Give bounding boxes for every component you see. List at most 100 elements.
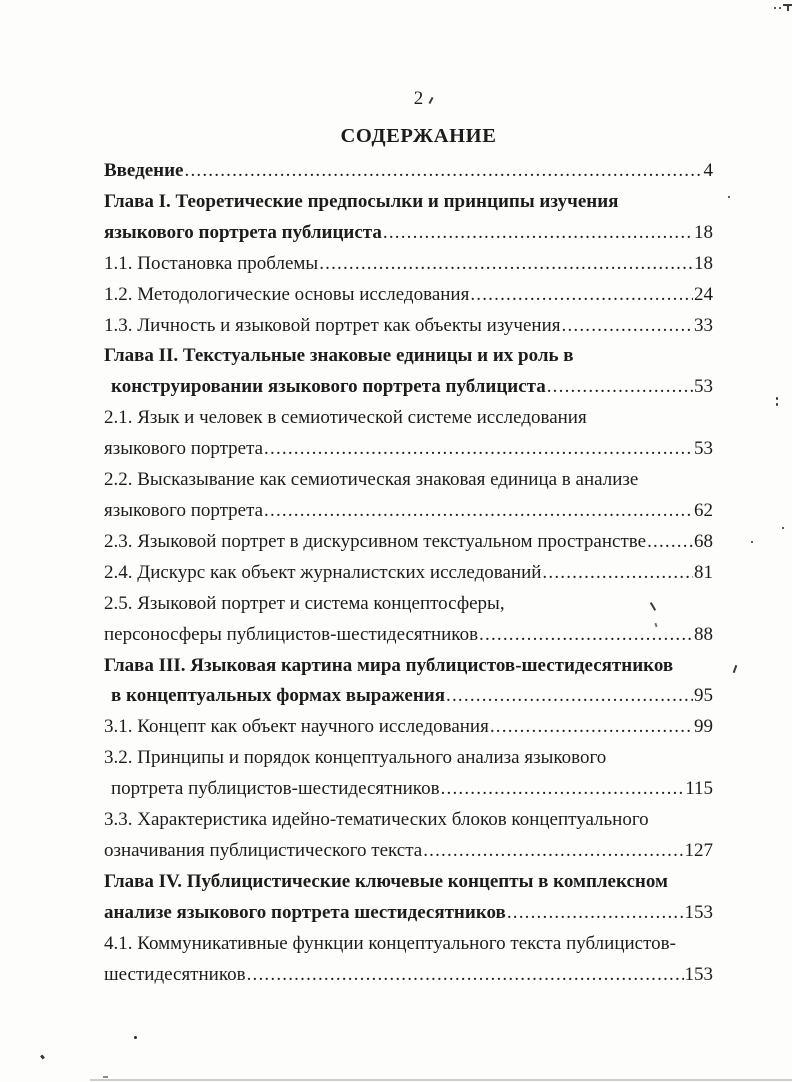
toc-entry-label: языкового портрета публициста bbox=[104, 221, 382, 243]
toc-entry-label: персоносферы публицистов-шестидесятников bbox=[104, 623, 479, 645]
scan-mark bbox=[40, 1054, 45, 1060]
scan-speck bbox=[776, 403, 778, 406]
toc-entry-label: Глава II. Текстуальные знаковые единицы … bbox=[104, 345, 574, 367]
toc-entry: Глава I. Теоретические предпосылки и при… bbox=[104, 187, 713, 218]
toc-leader-dots: ........................................… bbox=[382, 221, 693, 243]
toc-entry: 2.2. Высказывание как семиотическая знак… bbox=[104, 465, 713, 496]
toc-entry: персоносферы публицистов-шестидесятников… bbox=[104, 620, 713, 651]
toc-page-number: 62 bbox=[694, 499, 713, 521]
toc-entry-label: 2.2. Высказывание как семиотическая знак… bbox=[104, 469, 639, 491]
toc-entry-label: Глава I. Теоретические предпосылки и при… bbox=[104, 190, 619, 212]
toc-leader-dots: ........................................… bbox=[440, 778, 685, 800]
toc-leader-dots: ........................................… bbox=[246, 963, 684, 985]
toc-entry: 2.1. Язык и человек в семиотической сист… bbox=[104, 403, 713, 434]
toc-page-number: 53 bbox=[694, 376, 713, 398]
toc-entry: языкового портрета публициста ..........… bbox=[104, 218, 713, 249]
toc-entry: 4.1. Коммуникативные функции концептуаль… bbox=[104, 929, 713, 960]
toc-leader-dots: ........................................… bbox=[264, 438, 693, 460]
toc-entry-label: 1.1. Постановка проблемы bbox=[104, 252, 319, 274]
toc-entry-label: 2.5. Языковой портрет и система концепто… bbox=[104, 592, 505, 614]
toc-entry-label: Глава III. Языковая картина мира публици… bbox=[104, 654, 674, 676]
toc-entry: Введение ...............................… bbox=[104, 156, 713, 187]
scan-speck bbox=[134, 1036, 137, 1039]
toc-page-number: 153 bbox=[684, 901, 714, 923]
toc-entry: портрета публицистов-шестидесятников ...… bbox=[104, 774, 713, 805]
toc-entry: в концептуальных формах выражения ......… bbox=[104, 681, 713, 712]
toc-entry-label: Введение bbox=[104, 160, 184, 181]
toc-page-number: 81 bbox=[694, 561, 713, 583]
toc-page-number: 18 bbox=[694, 221, 713, 243]
toc-entry: 1.2. Методологические основы исследовани… bbox=[104, 280, 713, 311]
scan-speck bbox=[774, 7, 776, 9]
toc-list: Введение ...............................… bbox=[104, 156, 713, 990]
toc-page-number: 33 bbox=[694, 314, 713, 336]
toc-entry-label: шестидесятников bbox=[104, 963, 246, 985]
toc-entry-label: 1.2. Методологические основы исследовани… bbox=[104, 283, 470, 305]
toc-entry-label: портрета публицистов-шестидесятников bbox=[111, 778, 440, 800]
toc-leader-dots: ........................................… bbox=[489, 716, 693, 738]
toc-entry: 2.3. Языковой портрет в дискурсивном тек… bbox=[104, 527, 713, 558]
toc-entry-label: означивания публицистического текста bbox=[104, 839, 423, 861]
toc-entry: конструировании языкового портрета публи… bbox=[104, 372, 713, 403]
toc-entry: 2.5. Языковой портрет и система концепто… bbox=[104, 589, 713, 620]
toc-entry-label: конструировании языкового портрета публи… bbox=[111, 376, 546, 398]
toc-entry: 1.3. Личность и языковой портрет как объ… bbox=[104, 311, 713, 342]
scan-mark bbox=[787, 4, 789, 11]
toc-leader-dots: ........................................… bbox=[542, 561, 693, 583]
toc-entry: Глава II. Текстуальные знаковые единицы … bbox=[104, 341, 713, 372]
toc-leader-dots: ........................................… bbox=[470, 283, 693, 305]
toc-page-number: 24 bbox=[694, 283, 713, 305]
toc-page-number: 88 bbox=[694, 623, 713, 645]
toc-entry-label: 1.3. Личность и языковой портрет как объ… bbox=[104, 314, 561, 336]
toc-entry-label: 2.4. Дискурс как объект журналистских ис… bbox=[104, 561, 542, 583]
toc-entry-label: 2.1. Язык и человек в семиотической сист… bbox=[104, 407, 587, 429]
toc-page-number: 99 bbox=[694, 716, 713, 738]
toc-entry-label: языкового портрета bbox=[104, 438, 264, 460]
toc-leader-dots: ........................................… bbox=[184, 160, 703, 181]
toc-leader-dots: ........................................… bbox=[647, 530, 693, 552]
toc-entry: анализе языкового портрета шестидесятник… bbox=[104, 898, 713, 929]
scan-speck bbox=[776, 397, 778, 400]
scan-speck bbox=[751, 541, 753, 543]
toc-entry-label: 3.2. Принципы и порядок концептуального … bbox=[104, 747, 607, 769]
toc-entry: Глава III. Языковая картина мира публици… bbox=[104, 651, 713, 682]
toc-page-number: 153 bbox=[684, 963, 714, 985]
toc-entry-label: Глава IV. Публицистические ключевые конц… bbox=[104, 870, 668, 892]
toc-entry-label: 2.3. Языковой портрет в дискурсивном тек… bbox=[104, 530, 647, 552]
toc-entry-label: 3.3. Характеристика идейно-тематических … bbox=[104, 809, 649, 831]
toc-leader-dots: ........................................… bbox=[446, 685, 693, 707]
toc-page-number: 68 bbox=[694, 530, 713, 552]
toc-entry-label: анализе языкового портрета шестидесятник… bbox=[104, 901, 506, 923]
toc-entry: языкового портрета .....................… bbox=[104, 496, 713, 527]
toc-entry: 3.1. Концепт как объект научного исследо… bbox=[104, 712, 713, 743]
document-title: СОДЕРЖАНИЕ bbox=[340, 125, 497, 147]
toc-entry-label: 3.1. Концепт как объект научного исследо… bbox=[104, 716, 489, 738]
toc-entry: 2.4. Дискурс как объект журналистских ис… bbox=[104, 558, 713, 589]
scan-speck bbox=[728, 196, 730, 198]
scan-speck bbox=[779, 7, 781, 9]
toc-leader-dots: ........................................… bbox=[264, 499, 693, 521]
toc-entry-label: в концептуальных формах выражения bbox=[111, 685, 446, 707]
toc-entry: 1.1. Постановка проблемы ...............… bbox=[104, 249, 713, 280]
toc-leader-dots: ........................................… bbox=[561, 314, 694, 336]
scan-mark bbox=[103, 1076, 108, 1078]
scan-mark bbox=[732, 664, 738, 674]
scan-speck bbox=[782, 527, 784, 529]
toc-leader-dots: ........................................… bbox=[546, 376, 693, 398]
toc-page-number: 4 bbox=[703, 160, 714, 181]
toc-entry: Глава IV. Публицистические ключевые конц… bbox=[104, 867, 713, 898]
toc-entry: означивания публицистического текста ...… bbox=[104, 836, 713, 867]
toc-leader-dots: ........................................… bbox=[319, 252, 693, 274]
toc-leader-dots: ........................................… bbox=[479, 623, 693, 645]
toc-entry-label: языкового портрета bbox=[104, 499, 264, 521]
toc-page-number: 53 bbox=[694, 438, 713, 460]
toc-page-number: 18 bbox=[694, 252, 713, 274]
toc-entry: 3.3. Характеристика идейно-тематических … bbox=[104, 805, 713, 836]
scan-edge-line bbox=[90, 1079, 792, 1081]
toc-entry: языкового портрета .....................… bbox=[104, 434, 713, 465]
toc-page-number: 115 bbox=[685, 778, 713, 800]
toc-leader-dots: ........................................… bbox=[423, 839, 684, 861]
toc-page-number: 95 bbox=[694, 685, 713, 707]
toc-entry: 3.2. Принципы и порядок концептуального … bbox=[104, 743, 713, 774]
